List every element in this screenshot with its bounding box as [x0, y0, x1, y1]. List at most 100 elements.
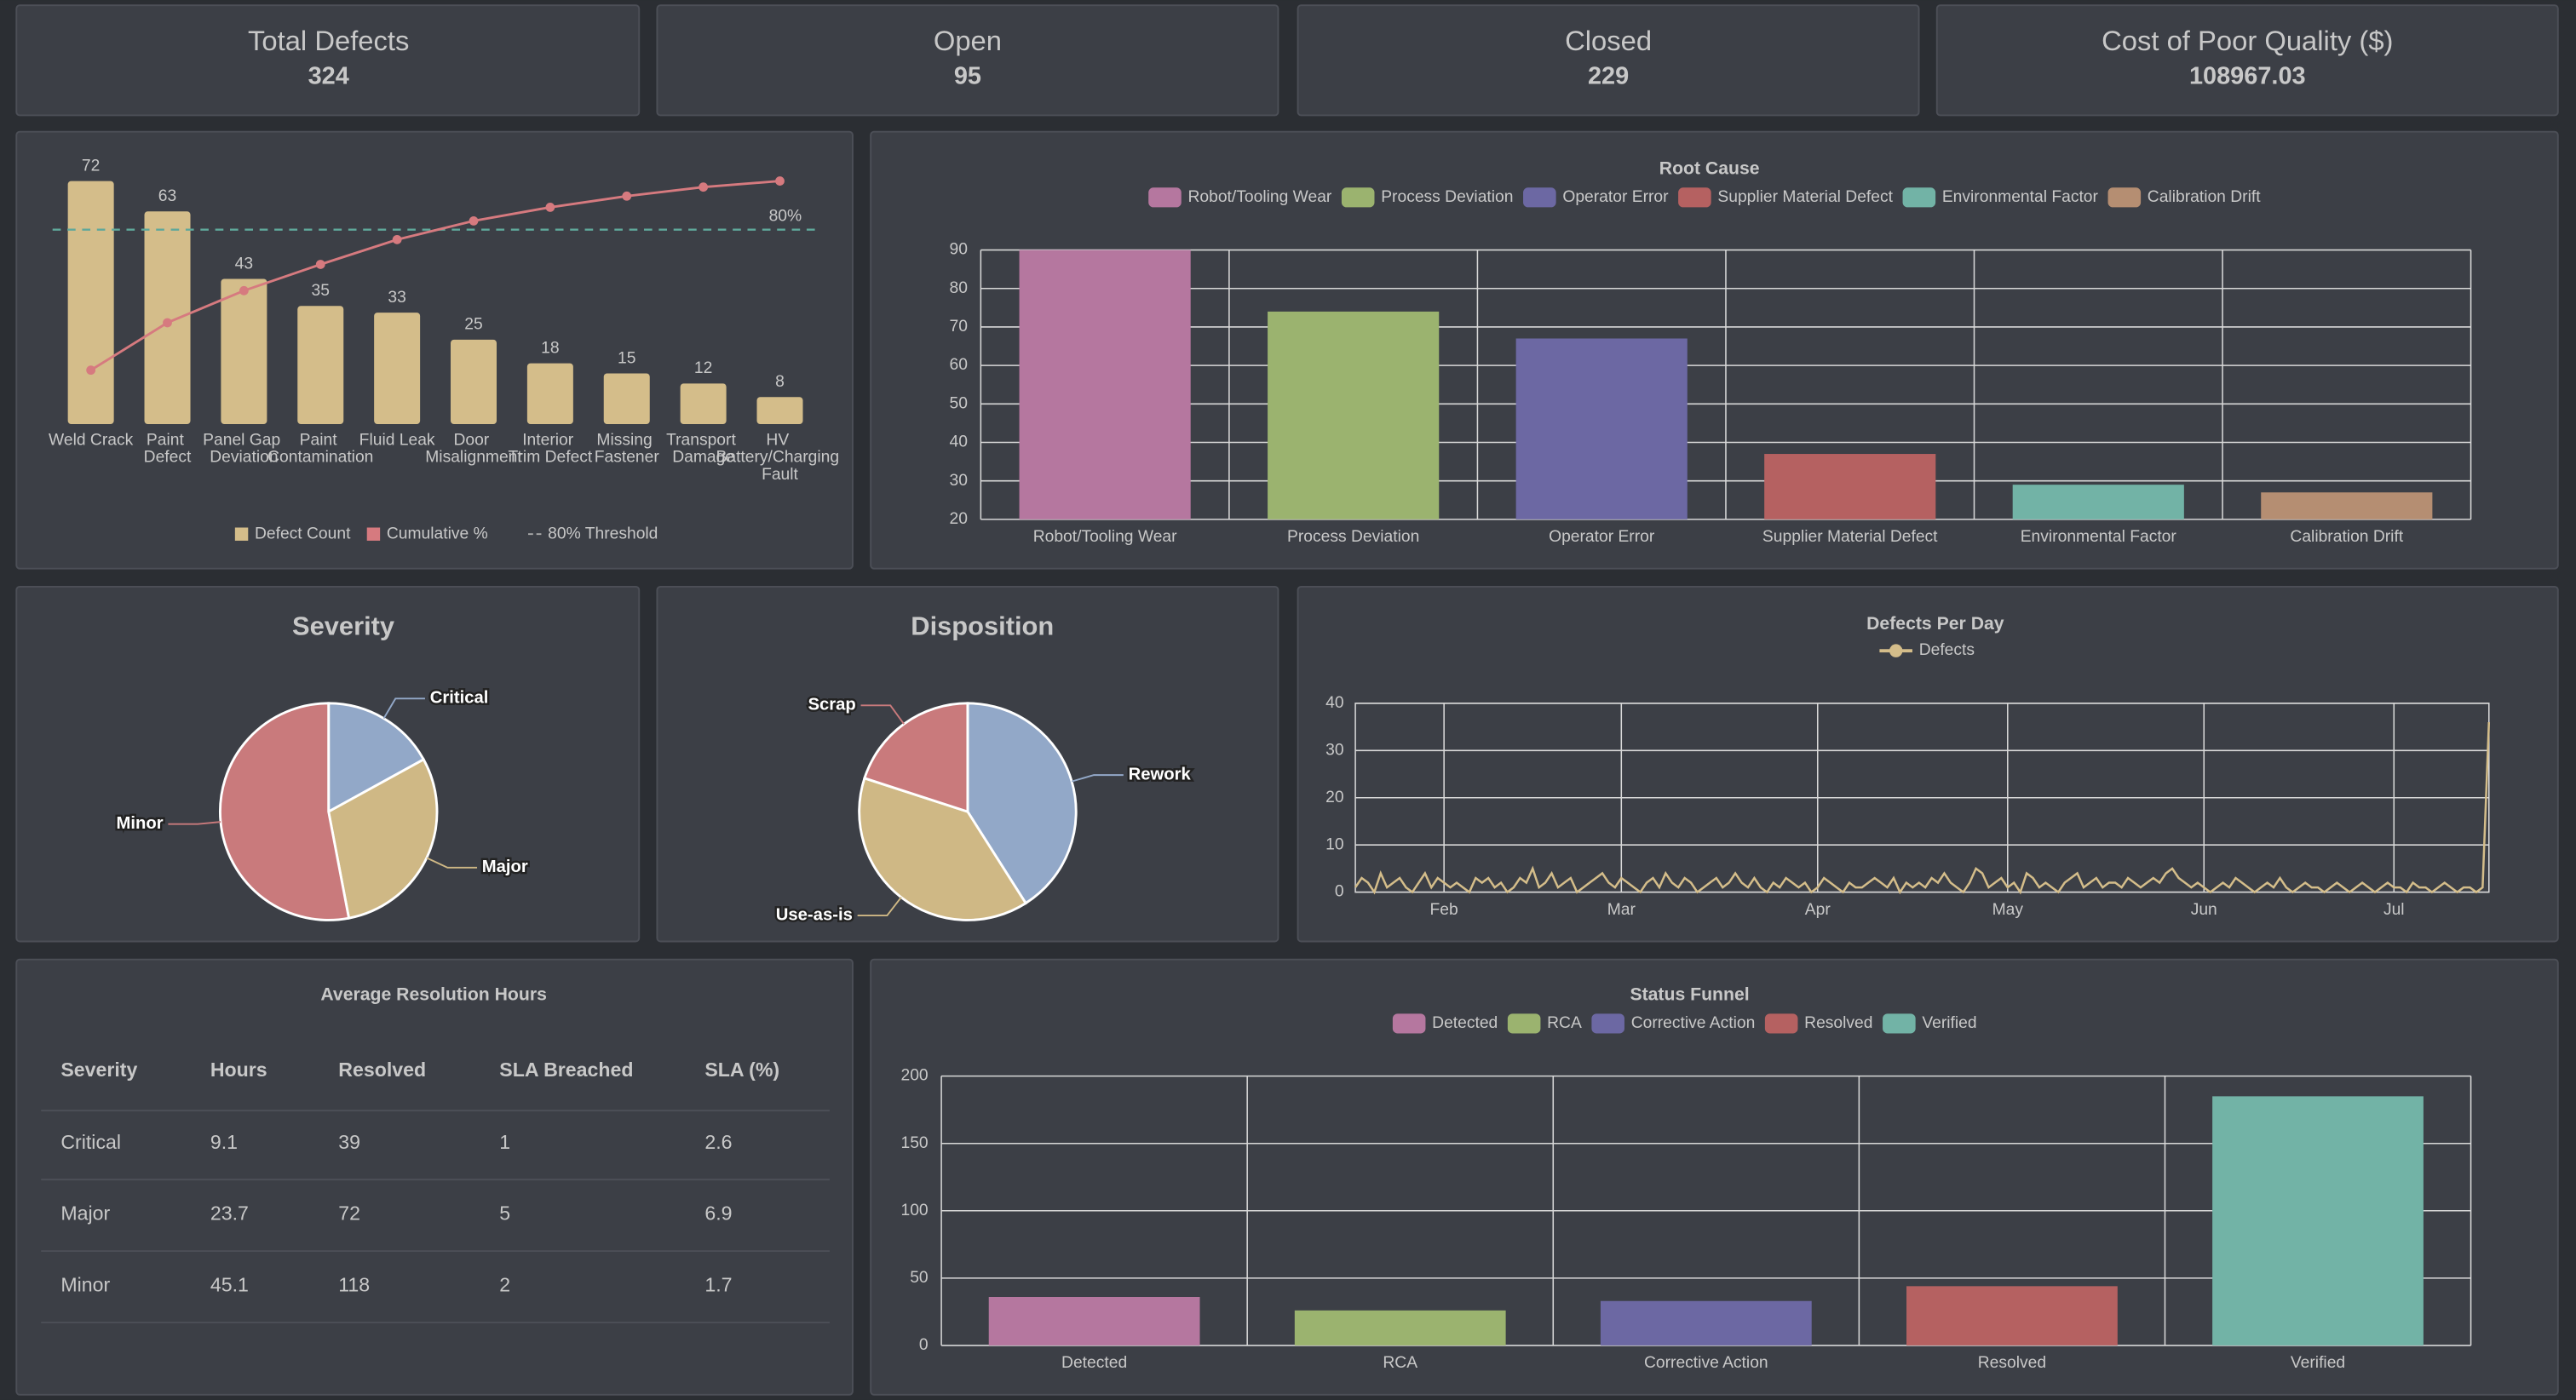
x-tick-label: Detected [1061, 1354, 1127, 1372]
table-cell: 45.1 [210, 1274, 249, 1296]
legend-swatch [2107, 187, 2142, 208]
chart-title: Root Cause [1659, 159, 1760, 179]
kpi-card [1935, 4, 2559, 117]
legend-swatch [1523, 187, 1556, 208]
chart-title: Defects Per Day [1866, 614, 2004, 634]
x-tick-label: RCA [1383, 1354, 1417, 1372]
leader-line [1071, 774, 1124, 783]
pie-slice [327, 757, 439, 920]
cumulative-point [469, 215, 479, 226]
y-tick-label: 200 [900, 1067, 928, 1085]
legend-label: 80% Threshold [548, 525, 658, 542]
legend-item: Supplier Material Defect [1678, 187, 1894, 208]
table-title: Average Resolution Hours [320, 985, 546, 1005]
bar-value-label: 35 [312, 282, 330, 300]
legend-item: Environmental Factor [1902, 187, 2099, 208]
bar [1019, 250, 1191, 519]
legend-swatch [1678, 187, 1711, 208]
table-cell: 2.6 [704, 1131, 732, 1153]
chart: Disposition Rework Use-as-is Scrap [773, 611, 1193, 927]
legend-label: Cumulative % [387, 525, 488, 542]
pie-slice [219, 702, 351, 921]
table-cell: 9.1 [210, 1131, 238, 1153]
legend-label: Defects [1919, 641, 1975, 659]
cumulative-point [775, 176, 785, 186]
leader-line [857, 897, 902, 917]
table: Average Resolution Hours Severity Hours Res… [41, 985, 830, 1323]
legend: Defect Count Cumulative % 80% Threshold [234, 525, 658, 542]
x-tick-label: May [1992, 901, 2024, 919]
chart: Root Cause Robot/Tooling Wear Process Devi… [949, 159, 2472, 546]
chart-title: Status Funnel [1630, 985, 1749, 1005]
legend-swatch [1591, 1013, 1624, 1034]
bar-value-label: 18 [541, 339, 559, 357]
slice-label: Minor [116, 814, 163, 833]
table-cell: Major [60, 1202, 110, 1225]
y-tick-label: 50 [910, 1269, 928, 1287]
threshold-label: 80% [769, 207, 802, 225]
kpi-card [656, 4, 1279, 117]
cumulative-point [699, 182, 709, 192]
chart: 72 Weld Crack 63 Paint Defect 43 Panel Gap De… [49, 157, 843, 542]
legend-item: Defects [1879, 641, 1975, 659]
table-header: Severity [60, 1059, 137, 1081]
kpi-label: Total Defects [248, 25, 409, 56]
cumulative-point [239, 285, 249, 295]
leader-line [168, 821, 221, 825]
chart: Status Funnel Detected RCA Corrective Actio… [900, 985, 2472, 1372]
kpi-label: Open [934, 25, 1002, 56]
chart-panel [870, 958, 2559, 1396]
table-cell: 6.9 [704, 1202, 732, 1225]
bar [221, 278, 267, 424]
legend-swatch [366, 527, 381, 541]
kpi-label: Cost of Poor Quality ($) [2102, 25, 2393, 56]
kpi-label: Closed [1565, 25, 1652, 56]
bar [603, 373, 650, 424]
legend-swatch [1507, 1013, 1541, 1034]
x-tick-label: Fluid Leak [359, 431, 435, 449]
y-tick-label: 10 [1325, 835, 1343, 853]
legend-swatch [234, 527, 249, 541]
slice-label: Scrap [808, 696, 855, 714]
legend-label: Calibration Drift [2148, 188, 2261, 206]
leader-line [426, 857, 478, 869]
legend-label: Robot/Tooling Wear [1187, 188, 1331, 206]
kpi-value: 95 [954, 63, 981, 90]
bar [756, 397, 803, 424]
cumulative-point [163, 318, 172, 328]
x-tick-label: Interior Trim Defect [508, 431, 592, 466]
legend: Defects [1879, 641, 1975, 659]
x-tick-label: Paint Defect [144, 431, 192, 466]
x-tick-label: Robot/Tooling Wear [1033, 528, 1177, 546]
legend-label: Process Deviation [1381, 188, 1513, 206]
bar [1294, 1310, 1506, 1345]
y-tick-label: 40 [949, 433, 967, 451]
kpi-value: 324 [308, 63, 349, 90]
x-tick-label: Jul [2383, 901, 2405, 919]
bar-value-label: 72 [82, 157, 100, 175]
y-tick-label: 70 [949, 318, 967, 336]
legend-label: RCA [1547, 1014, 1582, 1032]
x-tick-label: Apr [1805, 901, 1831, 919]
pie-slice [327, 702, 426, 814]
legend-label: Corrective Action [1631, 1014, 1756, 1032]
x-tick-label: Verified [2291, 1354, 2345, 1372]
x-tick-label: Supplier Material Defect [1762, 528, 1938, 546]
kpi-card [15, 4, 641, 117]
x-tick-label: Panel Gap Deviation [203, 431, 285, 466]
chart-panel [1297, 585, 2559, 943]
y-tick-label: 150 [900, 1134, 928, 1152]
legend-label: Verified [1922, 1014, 1976, 1032]
bar-value-label: 63 [158, 187, 176, 205]
chart-title: Severity [292, 611, 394, 640]
legend-item: 80% Threshold [528, 525, 658, 542]
x-tick-label: Environmental Factor [2021, 528, 2177, 546]
x-tick-label: Feb [1430, 901, 1458, 919]
legend-label: Detected [1432, 1014, 1498, 1032]
x-tick-label: Missing Fastener [595, 431, 660, 466]
cumulative-point [545, 202, 555, 212]
kpi-value: 229 [1588, 63, 1629, 90]
slice-label: Critical [430, 689, 489, 708]
y-tick-label: 40 [1325, 694, 1343, 712]
